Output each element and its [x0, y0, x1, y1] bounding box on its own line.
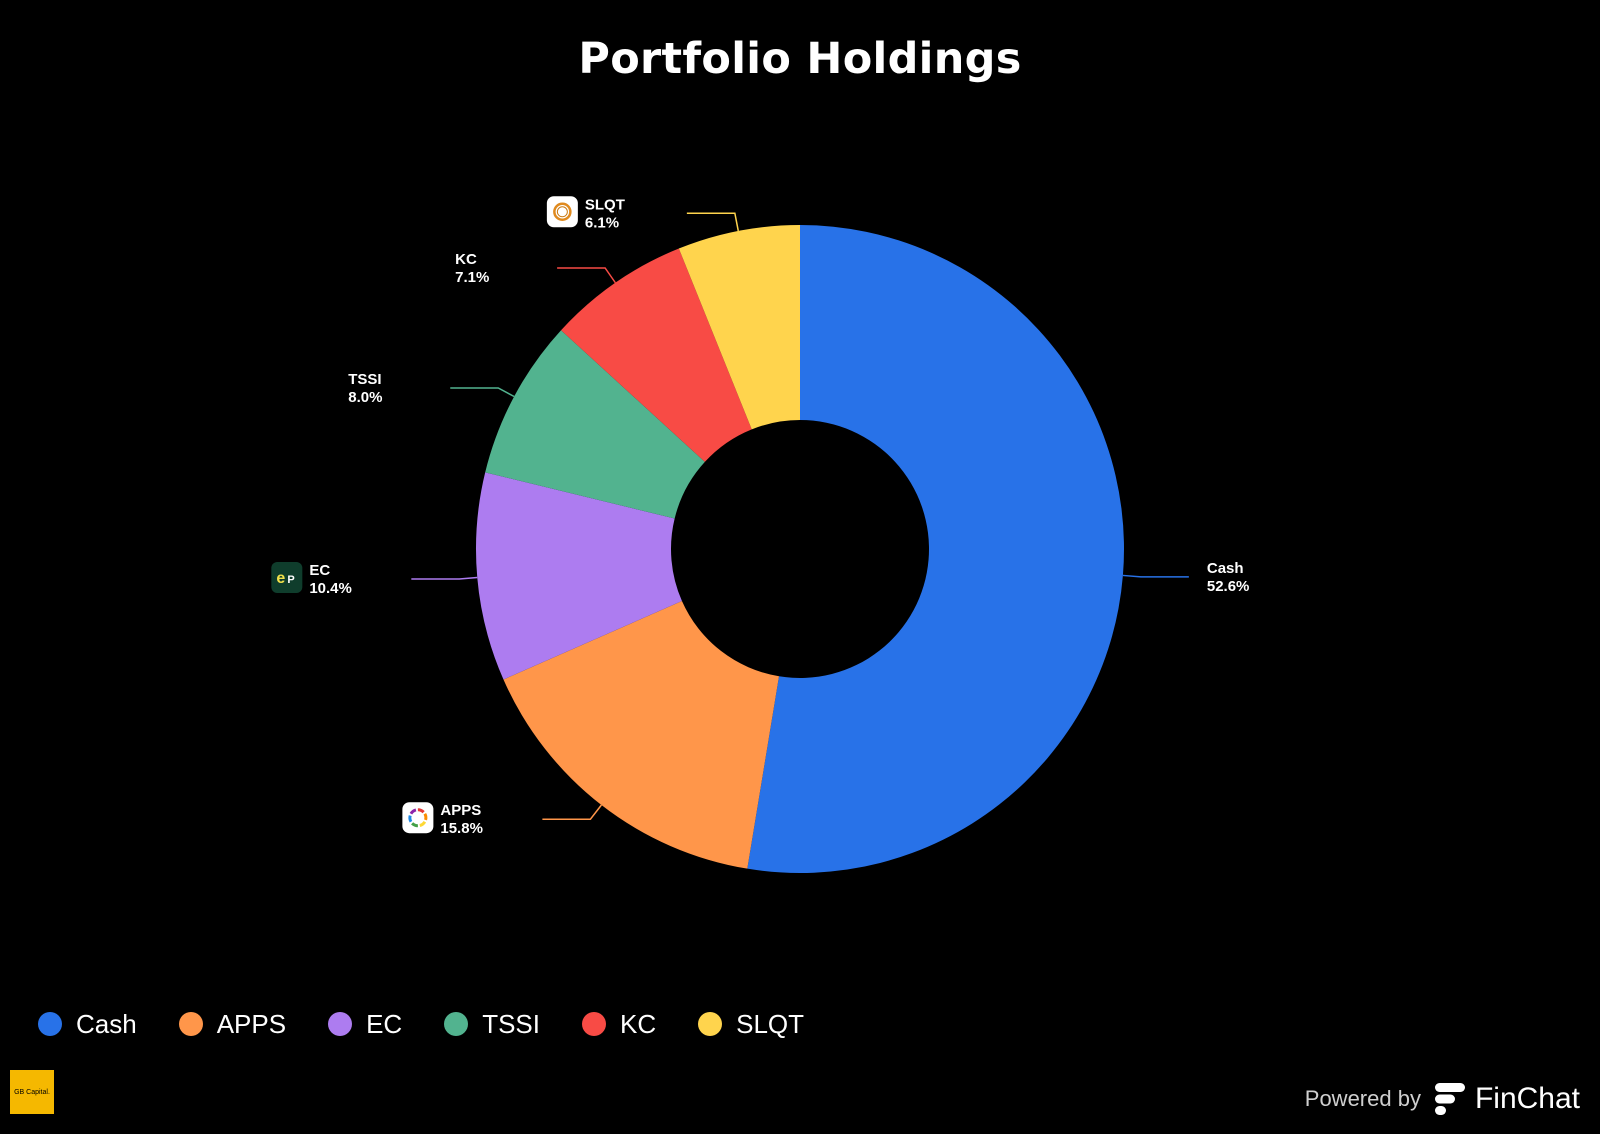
legend-label: Cash	[76, 1008, 137, 1039]
svg-text:e: e	[276, 570, 285, 587]
leader-line-cash	[1122, 574, 1189, 578]
apps-logo-icon	[402, 802, 434, 834]
legend-label: TSSI	[482, 1008, 540, 1039]
legend-item-ec[interactable]: EC	[328, 1009, 402, 1040]
leader-line-tssi	[450, 387, 515, 398]
slice-label-cash: Cash	[1207, 560, 1244, 577]
leader-line-ec	[411, 576, 478, 580]
legend-item-apps[interactable]: APPS	[178, 1008, 287, 1040]
legend-item-tssi[interactable]: TSSI	[444, 1009, 540, 1040]
logo-text: GB Capital.	[14, 1088, 50, 1096]
slice-group	[475, 225, 1124, 873]
slice-tssi	[485, 330, 705, 519]
slice-slqt	[678, 225, 800, 430]
slice-label-tssi: TSSI	[348, 371, 381, 388]
slice-value-slqt: 6.1%	[585, 214, 619, 231]
slice-value-cash: 52.6%	[1207, 578, 1250, 595]
leader-line-apps	[542, 804, 603, 820]
slice-apps	[503, 600, 780, 869]
legend-swatch	[328, 1012, 353, 1036]
slice-value-tssi: 8.0%	[348, 389, 382, 406]
slice-ec	[475, 472, 682, 680]
finchat-logo-icon	[1434, 1083, 1465, 1115]
powered-by-finchat: Powered by FinChat	[1305, 1081, 1580, 1117]
legend-item-kc[interactable]: KC	[582, 1009, 656, 1040]
legend-swatch	[178, 1012, 203, 1036]
leader-line-group	[411, 212, 1189, 820]
gb-capital-logo: GB Capital.	[10, 1070, 54, 1114]
leader-line-slqt	[686, 212, 740, 232]
legend-swatch	[698, 1012, 723, 1036]
finchat-brand-name: FinChat	[1474, 1082, 1580, 1115]
legend-item-cash[interactable]: Cash	[38, 1009, 137, 1040]
slice-label-kc: KC	[455, 251, 477, 268]
legend: Cash APPS EC TSSI KC SLQT	[38, 1004, 846, 1044]
slice-label-ec: EC	[309, 562, 330, 579]
slice-value-apps: 15.8%	[440, 820, 483, 837]
legend-swatch	[38, 1012, 62, 1036]
slice-label-apps: APPS	[440, 802, 481, 819]
legend-swatch	[444, 1012, 469, 1036]
slice-value-ec: 10.4%	[309, 580, 352, 597]
slice-value-kc: 7.1%	[455, 269, 489, 286]
slice-kc	[561, 248, 752, 462]
legend-label: SLQT	[736, 1008, 805, 1039]
legend-item-slqt[interactable]: SLQT	[698, 1009, 804, 1040]
leader-line-kc	[557, 267, 616, 284]
slqt-logo-icon	[546, 196, 578, 228]
legend-label: KC	[620, 1008, 657, 1039]
legend-label: APPS	[216, 1008, 287, 1039]
svg-text:P: P	[287, 574, 294, 586]
powered-by-label: Powered by	[1304, 1086, 1421, 1111]
slice-cash	[747, 225, 1124, 873]
chart-title: Portfolio Holdings	[578, 34, 1022, 84]
legend-label: EC	[366, 1008, 403, 1039]
slice-label-slqt: SLQT	[585, 196, 625, 213]
legend-swatch	[582, 1012, 606, 1036]
